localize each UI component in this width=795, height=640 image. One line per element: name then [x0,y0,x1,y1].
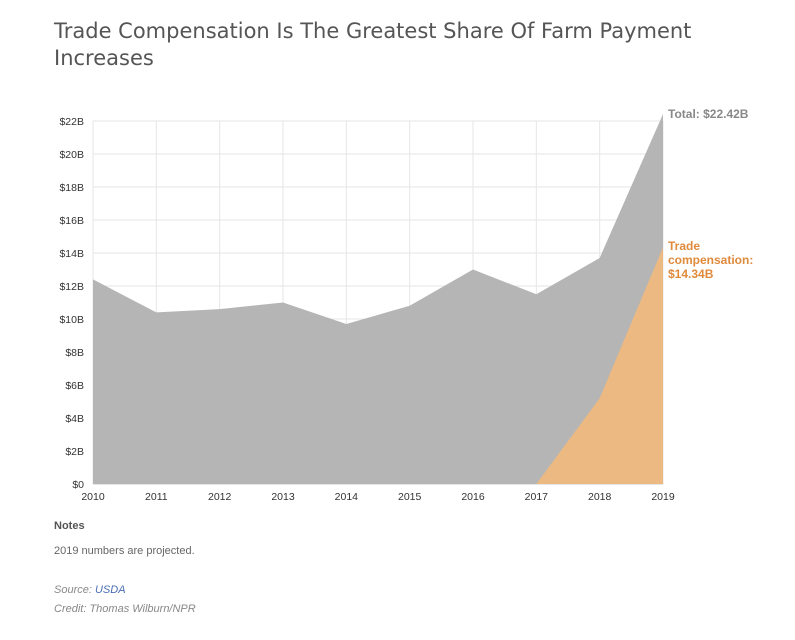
y-axis: $0 $2B $4B $6B $8B $10B $12B $14B $16B $18B $20B $2… [59,116,84,491]
y-tick-label: $6B [65,380,84,392]
y-tick-label: $8B [65,347,84,359]
y-tick-label: $18B [59,182,84,194]
y-tick-label: $22B [59,116,84,128]
trade-compensation-area [536,247,663,484]
x-tick-label: 2015 [398,491,422,503]
source-line: Source: USDA [54,584,126,596]
total-area [93,114,663,484]
chart-title: Trade Compensation Is The Greatest Share… [54,19,692,70]
x-tick-label: 2010 [81,491,105,503]
y-tick-label: $2B [65,446,84,458]
annotations: Total: $22.42B Trade compensation: $14.3… [668,107,753,281]
y-tick-label: $14B [59,248,84,260]
x-tick-label: 2018 [588,491,612,503]
chart-areas [93,114,663,484]
x-tick-label: 2014 [335,491,359,503]
x-tick-label: 2017 [525,491,549,503]
x-tick-label: 2012 [208,491,232,503]
area-chart: $0 $2B $4B $6B $8B $10B $12B $14B $16B $18B $20B $2… [59,107,753,503]
trade-annotation-line-2: compensation: [668,253,753,267]
x-tick-label: 2016 [461,491,485,503]
trade-annotation-line-3: $14.34B [668,267,714,281]
trade-annotation-line-1: Trade [668,239,700,253]
y-tick-label: $20B [59,149,84,161]
x-axis: 2010 2011 2012 2013 2014 2015 2016 2017 2018 2019 [81,491,675,503]
y-tick-label: $10B [59,314,84,326]
y-tick-label: $0 [72,479,84,491]
y-tick-label: $12B [59,281,84,293]
x-tick-label: 2013 [271,491,295,503]
notes-text: 2019 numbers are projected. [54,545,195,557]
credit-line: Credit: Thomas Wilburn/NPR [54,603,196,615]
notes-heading: Notes [54,520,85,532]
y-tick-label: $4B [65,413,84,425]
x-tick-label: 2011 [145,491,168,503]
y-tick-label: $16B [59,215,84,227]
x-tick-label: 2019 [651,491,675,503]
total-annotation: Total: $22.42B [668,107,749,121]
source-label: Source: [54,584,95,596]
source-link[interactable]: USDA [94,584,126,596]
